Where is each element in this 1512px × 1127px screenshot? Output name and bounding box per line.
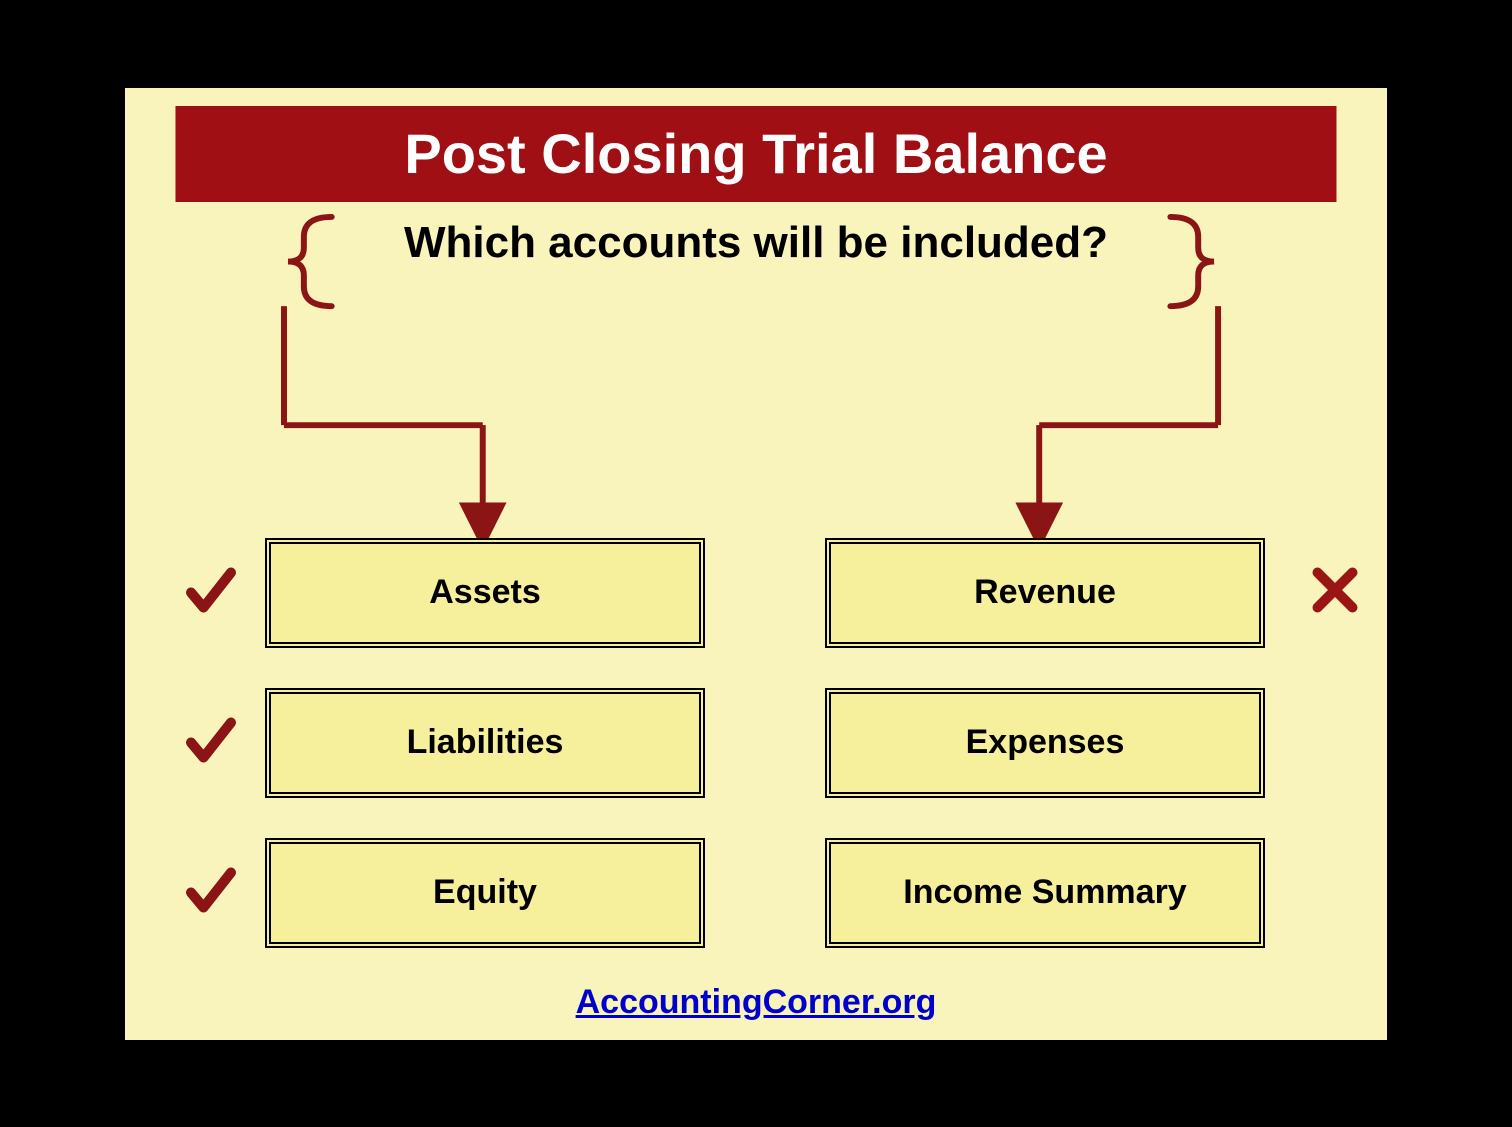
box-label: Revenue (974, 573, 1116, 612)
box-label: Expenses (966, 723, 1125, 762)
box-equity: Equity (265, 838, 705, 948)
box-label: Liabilities (407, 723, 564, 762)
box-liabilities: Liabilities (265, 688, 705, 798)
subtitle: Which accounts will be included? (314, 218, 1197, 268)
box-expenses: Expenses (825, 688, 1265, 798)
check-icon (181, 860, 241, 920)
cross-icon (1305, 560, 1365, 620)
check-icon (181, 710, 241, 770)
footer-link[interactable]: AccountingCorner.org (576, 983, 937, 1022)
box-label: Assets (429, 573, 541, 612)
footer-link-text: AccountingCorner.org (576, 983, 937, 1021)
subtitle-text: Which accounts will be included? (404, 218, 1108, 267)
title-bar: Post Closing Trial Balance (175, 106, 1336, 202)
box-revenue: Revenue (825, 538, 1265, 648)
box-label: Equity (433, 873, 537, 912)
box-assets: Assets (265, 538, 705, 648)
diagram-stage: Post Closing Trial Balance Which account… (121, 84, 1391, 1044)
box-label: Income Summary (903, 873, 1186, 912)
check-icon (181, 560, 241, 620)
box-income-summary: Income Summary (825, 838, 1265, 948)
title-text: Post Closing Trial Balance (404, 121, 1107, 186)
